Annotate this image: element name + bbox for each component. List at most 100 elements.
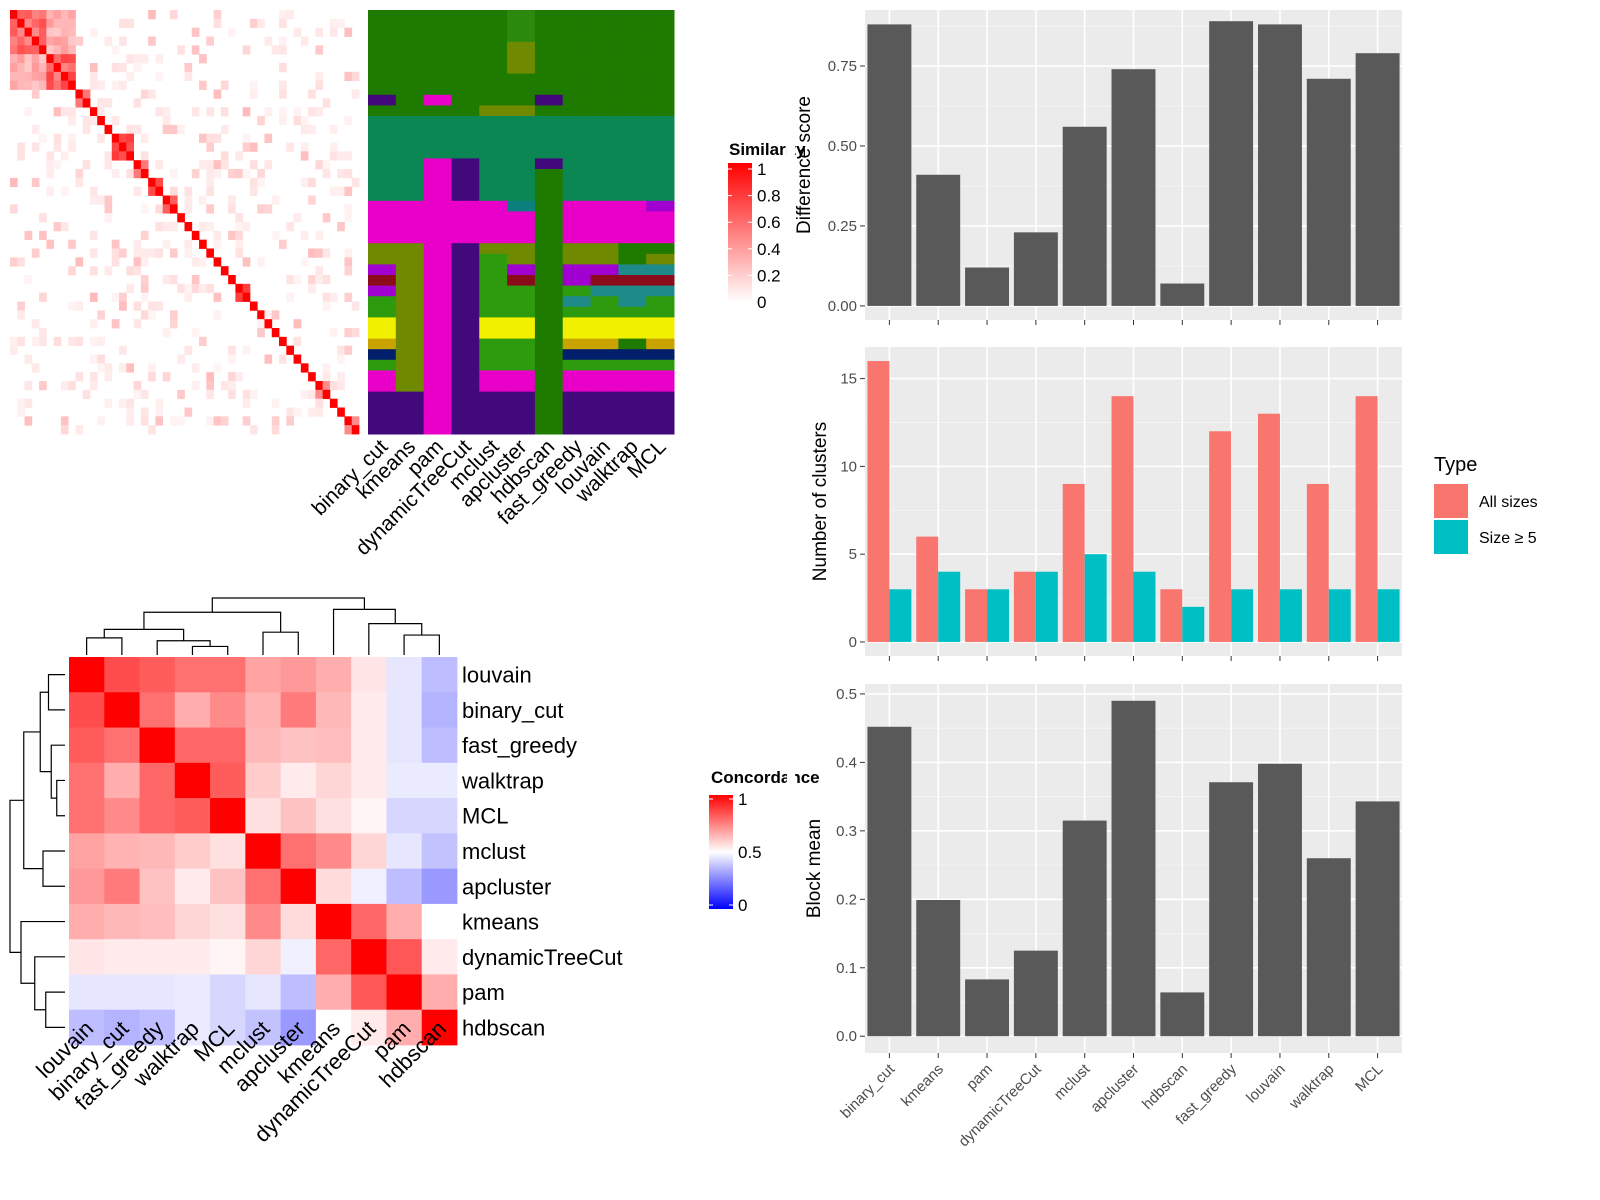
partition-cell [507, 105, 536, 117]
similarity-cell [75, 177, 84, 188]
similarity-cell [293, 407, 302, 417]
similarity-cell [177, 416, 185, 426]
similarity-cell [24, 36, 33, 46]
similarity-cell [337, 186, 345, 196]
similarity-cell [31, 80, 40, 90]
similarity-cell [140, 407, 149, 417]
similarity-cell [53, 18, 62, 29]
similarity-cell [235, 222, 244, 232]
concordance-cell [210, 692, 246, 728]
similarity-cell [31, 336, 40, 347]
similarity-cell [89, 381, 98, 391]
partition-cell [479, 105, 508, 117]
partition-cell [479, 31, 508, 43]
partition-cell [507, 200, 536, 212]
similarity-cell [293, 336, 302, 347]
similarity-cell [68, 301, 76, 311]
similarity-cell [39, 328, 47, 338]
similarity-cell [169, 416, 178, 426]
similarity-cell [133, 186, 142, 196]
similarity-cell [264, 319, 273, 329]
similarity-cell [199, 195, 207, 205]
similarity-cell [329, 124, 338, 135]
partition-cell [562, 63, 592, 75]
similarity-cell [228, 27, 236, 37]
partition-cell [368, 31, 397, 43]
similarity-cell [271, 195, 280, 205]
concordance-cell [386, 727, 423, 764]
concordance-cell [69, 657, 105, 693]
partition-cell [451, 370, 480, 382]
similarity-cell [322, 98, 331, 108]
similarity-cell [24, 230, 33, 241]
similarity-cell [60, 10, 69, 20]
similarity-cell [155, 301, 164, 311]
similarity-cell [315, 80, 324, 90]
partition-cell [451, 391, 480, 403]
concordance-cell [69, 727, 105, 764]
concordance-cell [280, 868, 317, 905]
partition-cell [479, 73, 508, 85]
partition-cell [562, 147, 592, 159]
concordance-cell [139, 868, 176, 905]
concordance-cell [104, 939, 140, 975]
similarity-cell [75, 36, 84, 46]
similarity-cell [206, 160, 214, 170]
partition-cell [646, 253, 675, 265]
similarity-cell [46, 18, 55, 29]
similarity-cell [39, 10, 47, 20]
partition-cell [451, 296, 480, 308]
similarity-cell [111, 292, 120, 302]
similarity-cell [162, 239, 171, 249]
similarity-cell [279, 116, 287, 126]
similarity-legend-label: 0.4 [757, 240, 781, 259]
similarity-cell [184, 283, 193, 294]
similarity-cell [24, 398, 33, 408]
similarity-cell [10, 345, 18, 355]
concordance-cell [210, 1009, 246, 1046]
bar-size5 [1084, 554, 1107, 642]
similarity-cell [184, 186, 193, 196]
similarity-cell [97, 416, 105, 426]
partition-cell [646, 381, 675, 393]
similarity-cell [111, 45, 120, 55]
similarity-cell [17, 71, 25, 82]
concordance-cell [139, 833, 176, 870]
partition-cell [423, 84, 452, 96]
similarity-cell [24, 80, 33, 90]
concordance-cell [139, 798, 176, 834]
similarity-cell [235, 283, 244, 294]
partition-cell [395, 222, 425, 234]
partition-cell [534, 381, 564, 393]
similarity-cell [111, 248, 120, 258]
similarity-cell [162, 204, 171, 214]
similarity-cell [242, 345, 251, 355]
partition-cell [562, 285, 592, 297]
similarity-cell [199, 239, 207, 249]
partition-cell [562, 296, 592, 308]
similarity-cell [191, 275, 200, 285]
concordance-left-dendrogram-branch [47, 674, 65, 711]
similarity-cell [53, 160, 62, 170]
partition-cell [368, 359, 397, 371]
similarity-cell [68, 27, 76, 37]
partition-cell [618, 338, 647, 350]
similarity-cell [10, 45, 18, 55]
partition-cell [423, 41, 452, 53]
similarity-cell [242, 292, 251, 302]
concordance-cell [174, 1009, 211, 1046]
partition-cell [423, 63, 452, 75]
partition-cell [395, 412, 425, 424]
similarity-cell [140, 310, 149, 320]
partition-cell [479, 52, 508, 64]
similarity-cell [228, 372, 236, 382]
similarity-cell [119, 151, 127, 161]
partition-cell [451, 105, 480, 117]
concordance-cell [351, 1009, 387, 1046]
similarity-cell [133, 169, 142, 179]
similarity-cell [126, 266, 135, 276]
similarity-cell [119, 292, 127, 302]
partition-cell [534, 158, 564, 170]
partition-cell [562, 137, 592, 149]
partition-cell [534, 222, 564, 234]
